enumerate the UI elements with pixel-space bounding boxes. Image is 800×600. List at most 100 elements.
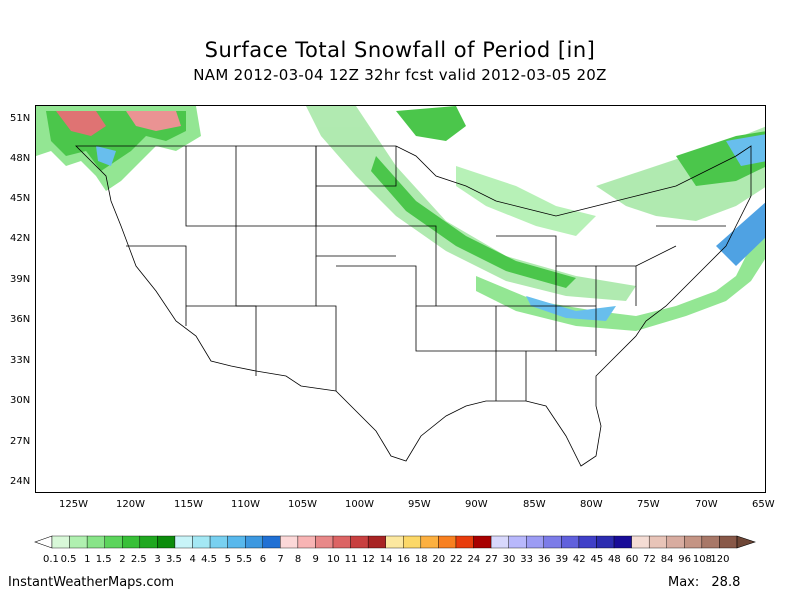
max-readout: Max: 28.8 — [668, 575, 740, 590]
scale-swatch — [192, 535, 211, 549]
scale-tick-label: 10 — [327, 554, 340, 565]
scale-swatch — [701, 535, 720, 549]
scale-swatch — [332, 535, 351, 549]
scale-swatch — [403, 535, 422, 549]
snow-great-lakes — [456, 166, 596, 236]
us-outline — [75, 145, 752, 467]
scale-tick-label: 0.5 — [60, 554, 77, 565]
scale-swatch — [104, 535, 123, 549]
map-title: Surface Total Snowfall of Period [in] — [204, 38, 596, 62]
lon-label: 65W — [752, 499, 775, 510]
scale-tick-label: 84 — [660, 554, 674, 565]
snow-band-north — [306, 106, 636, 301]
scale-tick-label: 0.1 — [43, 554, 59, 565]
scale-swatch — [438, 535, 457, 549]
lon-label: 90W — [465, 499, 488, 510]
lon-label: 120W — [116, 499, 145, 510]
scale-tick-label: 36 — [537, 554, 551, 565]
scale-tick-label: 1.5 — [95, 554, 112, 565]
scale-tick-label: 96 — [678, 554, 692, 565]
scale-tick-label: 7 — [277, 554, 284, 565]
lat-label: 24N — [10, 476, 31, 487]
lon-label: 70W — [695, 499, 718, 510]
scale-swatch — [174, 535, 193, 549]
scale-swatch — [69, 535, 88, 549]
scale-swatch — [508, 535, 527, 549]
lat-label: 36N — [10, 314, 31, 325]
lon-label: 80W — [580, 499, 603, 510]
lon-label: 85W — [523, 499, 546, 510]
scale-swatch — [526, 535, 544, 549]
scale-tick-label: 48 — [608, 554, 621, 565]
site-credit: InstantWeatherMaps.com — [8, 575, 175, 590]
scale-swatch — [227, 535, 246, 549]
scale-tick-label: 22 — [449, 554, 463, 565]
scale-swatch — [596, 535, 615, 549]
scale-swatch — [86, 535, 105, 549]
snow-pnw-red2 — [126, 111, 181, 131]
snow-pnw-blue — [96, 146, 116, 166]
lon-label: 75W — [637, 499, 660, 510]
scale-swatch — [543, 535, 562, 549]
map-svg — [36, 106, 765, 467]
snow-atlantic-blue — [716, 202, 765, 266]
lat-label: 42N — [10, 233, 31, 244]
lon-label: 110W — [231, 499, 260, 510]
scale-tick-label: 5 — [224, 554, 232, 565]
scale-tick-label: 27 — [485, 554, 498, 565]
max-value: 28.8 — [711, 575, 741, 590]
lon-label: 115W — [174, 499, 203, 510]
lat-label: 51N — [10, 113, 31, 124]
lon-label: 100W — [345, 499, 374, 510]
scale-swatch — [262, 535, 281, 549]
scale-swatch — [350, 535, 369, 549]
lat-label: 45N — [10, 193, 31, 204]
scale-tick-label: 18 — [414, 554, 428, 565]
snow-band-central — [476, 211, 765, 331]
scale-tick-label: 5.5 — [236, 554, 253, 565]
lon-label: 125W — [59, 499, 88, 510]
borders-layer — [75, 145, 752, 467]
map-area: 51N — [35, 105, 766, 493]
scale-tick-label: 8 — [294, 554, 302, 565]
scale-tick-label: 4.5 — [201, 554, 217, 565]
scale-swatch — [297, 535, 316, 549]
lat-label: 48N — [10, 153, 31, 164]
scale-tick-label: 33 — [520, 554, 533, 565]
lon-label: 105W — [288, 499, 317, 510]
scale-swatch — [719, 535, 738, 549]
scale-tick-label: 14 — [379, 554, 393, 565]
scale-swatch — [209, 535, 228, 549]
scale-swatch — [561, 535, 580, 549]
scale-tick-label: 11 — [344, 554, 358, 565]
snow-band-north-core — [371, 156, 576, 288]
scale-swatch — [367, 535, 386, 549]
scale-tick-label: 30 — [502, 554, 516, 565]
scale-swatch — [280, 535, 299, 549]
scale-tick-label: 39 — [555, 554, 569, 565]
scale-tick-label: 12 — [362, 554, 375, 565]
snow-pnw-red — [56, 111, 106, 136]
scale-swatch — [139, 535, 158, 549]
scale-tick-label: 45 — [590, 554, 604, 565]
scale-tick-label: 72 — [643, 554, 656, 565]
scale-tick-label: 2 — [119, 554, 126, 565]
snow-newengland-blue — [726, 134, 765, 166]
scale-tick-label: 24 — [467, 554, 481, 565]
scale-tick-label: 2.5 — [130, 554, 147, 565]
scale-tick-label: 42 — [572, 554, 586, 565]
snowfall-layer — [36, 106, 765, 331]
scale-swatch — [613, 535, 632, 549]
scale-tick-label: 1 — [84, 554, 91, 565]
scale-swatch — [578, 535, 597, 549]
scale-tick-label: 108 — [692, 554, 712, 565]
scale-swatch — [473, 535, 492, 549]
scale-tick-label: 3 — [154, 554, 161, 565]
scale-tick-label: 4 — [189, 554, 196, 565]
scale-arrow-left — [34, 535, 53, 549]
scale-tick-label: 60 — [625, 554, 639, 565]
scale-swatch — [666, 535, 685, 549]
scale-arrow-right — [736, 535, 756, 549]
scale-swatch — [51, 535, 70, 549]
lat-label: 33N — [10, 355, 31, 366]
